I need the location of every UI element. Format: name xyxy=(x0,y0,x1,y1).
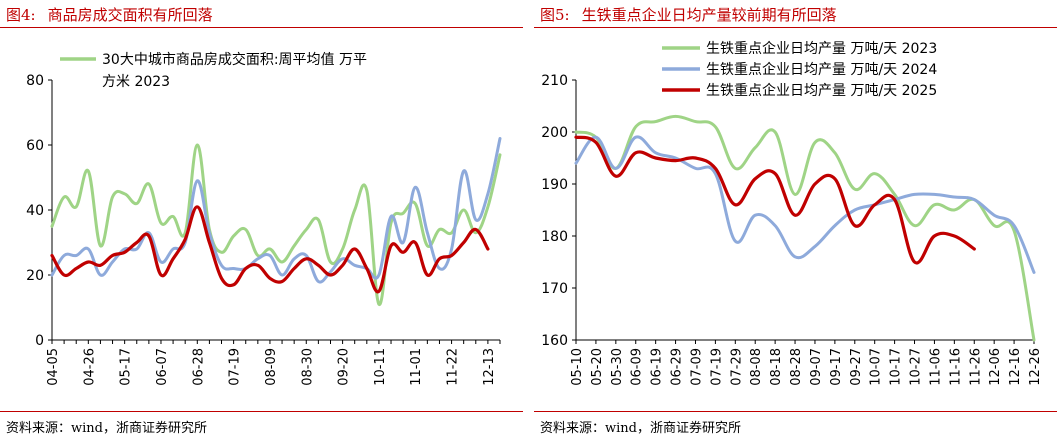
x-tick-label: 08-30 xyxy=(300,348,315,386)
legend-label-1: 30大中城市商品房成交面积:周平均值 万平方米 2023 xyxy=(102,51,367,90)
x-tick-label: 12-26 xyxy=(1028,348,1043,386)
y-tick-label: 170 xyxy=(541,281,568,297)
figure-5-title: 图5: 生铁重点企业日均产量较前期有所回落 xyxy=(540,4,837,25)
series-line-3 xyxy=(50,205,490,294)
x-tick-label: 05-20 xyxy=(590,348,605,386)
figure-5-bottom-rule xyxy=(534,411,1057,412)
series-line-2 xyxy=(574,135,1036,274)
x-tick-label: 06-09 xyxy=(630,348,645,386)
x-tick-label: 11-16 xyxy=(948,348,963,386)
figure-4-title-text: 商品房成交面积有所回落 xyxy=(47,6,213,24)
x-tick-label: 12-16 xyxy=(1008,348,1023,386)
figure-5-title-text: 生铁重点企业日均产量较前期有所回落 xyxy=(581,6,837,24)
legend-label-3: 生铁重点企业日均产量 万吨/天 2025 xyxy=(706,82,937,99)
y-axis: 0 20 40 60 80 xyxy=(26,73,53,349)
legend: 生铁重点企业日均产量 万吨/天 2023 生铁重点企业日均产量 万吨/天 2024… xyxy=(662,40,937,99)
x-tick-label: 07-29 xyxy=(729,348,744,386)
figure-4-title: 图4: 商品房成交面积有所回落 xyxy=(6,4,213,25)
figure-5-source: 资料来源：wind，浙商证券研究所 xyxy=(540,421,741,436)
x-tick-label: 07-19 xyxy=(228,348,243,386)
figure-5-panel: 图5: 生铁重点企业日均产量较前期有所回落 160 170 180 190 200 210 0… xyxy=(534,0,1057,441)
figure-4-source: 资料来源：wind，浙商证券研究所 xyxy=(6,421,207,436)
x-tick-label: 10-17 xyxy=(889,348,904,386)
y-tick-label: 20 xyxy=(26,268,44,284)
x-tick-label: 11-26 xyxy=(968,348,983,386)
y-tick-label: 80 xyxy=(26,73,44,89)
x-tick-label: 11-06 xyxy=(928,348,943,386)
x-tick-label: 06-07 xyxy=(155,348,170,386)
y-tick-label: 180 xyxy=(541,229,568,245)
y-tick-label: 160 xyxy=(541,333,568,349)
x-tick-label: 12-06 xyxy=(988,348,1003,386)
x-tick-label: 10-07 xyxy=(869,348,884,386)
y-axis: 160 170 180 190 200 210 xyxy=(541,73,577,349)
x-tick-label: 04-05 xyxy=(46,348,61,386)
legend-label-2: 生铁重点企业日均产量 万吨/天 2024 xyxy=(706,61,937,78)
x-tick-label: 09-07 xyxy=(809,348,824,386)
y-tick-label: 40 xyxy=(26,203,44,219)
series-line-1 xyxy=(574,114,1036,342)
figure-5-number: 图5: xyxy=(540,6,570,24)
x-axis: 05-10 05-20 05-30 06-09 06-19 06-29 07-09 07-19… xyxy=(570,339,1043,386)
x-tick-label: 06-28 xyxy=(191,348,206,386)
x-tick-label: 07-09 xyxy=(689,348,704,386)
x-tick-label: 06-29 xyxy=(670,348,685,386)
x-tick-label: 04-26 xyxy=(82,348,97,386)
x-tick-label: 05-17 xyxy=(119,348,134,386)
x-tick-label: 08-09 xyxy=(264,348,279,386)
figure-4-top-rule xyxy=(0,27,523,28)
series-line-2 xyxy=(50,137,502,284)
x-tick-label: 06-19 xyxy=(650,348,665,386)
figure-5-chart: 160 170 180 190 200 210 05-10 05-20 05-30 06-09 06… xyxy=(541,40,1043,386)
x-tick-label: 12-13 xyxy=(482,348,497,386)
figure-4-bottom-rule xyxy=(0,411,523,412)
y-tick-label: 0 xyxy=(35,333,44,349)
x-tick-label: 08-08 xyxy=(749,348,764,386)
figure-5-top-rule xyxy=(534,27,1057,28)
x-tick-label: 05-30 xyxy=(610,348,625,386)
x-tick-label: 09-20 xyxy=(337,348,352,386)
x-tick-label: 10-27 xyxy=(909,348,924,386)
x-tick-label: 08-28 xyxy=(789,348,804,386)
x-tick-label: 09-17 xyxy=(829,348,844,386)
x-tick-label: 09-27 xyxy=(849,348,864,386)
figure-4-panel: 图4: 商品房成交面积有所回落 0 20 40 60 80 04-05 04-26 05-17 0… xyxy=(0,0,523,441)
y-tick-label: 210 xyxy=(541,73,568,89)
x-tick-label: 10-11 xyxy=(373,348,388,386)
y-tick-label: 190 xyxy=(541,177,568,193)
x-tick-label: 11-22 xyxy=(446,348,461,386)
x-tick-label: 11-01 xyxy=(409,348,424,386)
figure-4-number: 图4: xyxy=(6,6,36,24)
x-tick-label: 08-18 xyxy=(769,348,784,386)
series-line-1 xyxy=(50,143,502,306)
x-tick-label: 07-19 xyxy=(709,348,724,386)
x-tick-label: 05-10 xyxy=(570,348,585,386)
y-tick-label: 200 xyxy=(541,125,568,141)
y-tick-label: 60 xyxy=(26,138,44,154)
legend-label-1: 生铁重点企业日均产量 万吨/天 2023 xyxy=(706,40,937,57)
series-line-3 xyxy=(574,135,976,265)
x-axis: 04-05 04-26 05-17 06-07 06-28 07-19 08-09 08-30… xyxy=(46,339,501,386)
legend: 30大中城市商品房成交面积:周平均值 万平方米 2023 xyxy=(60,51,367,90)
